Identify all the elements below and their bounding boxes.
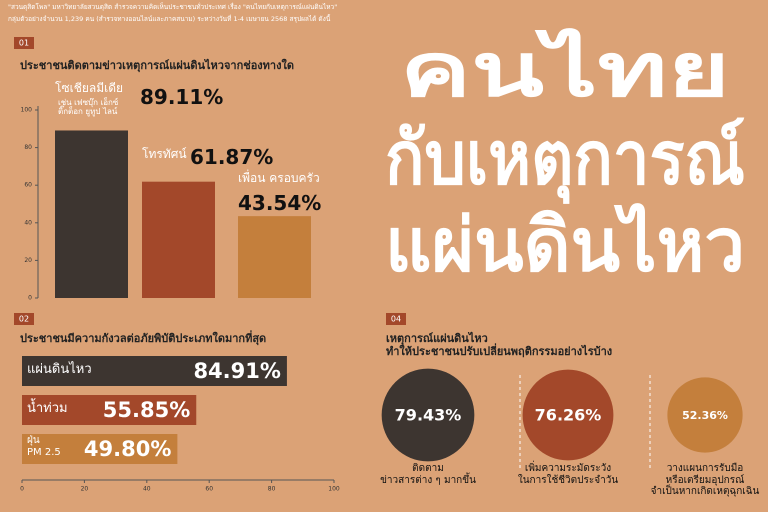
bar <box>22 395 197 425</box>
category-label: โซเชียลมีเดีย <box>55 81 124 95</box>
y-tick-label: 40 <box>24 219 32 226</box>
category-label: โทรทัศน์ <box>142 147 187 161</box>
x-tick-label: 80 <box>268 486 276 493</box>
bar <box>22 434 178 464</box>
category-label: น้ำท่วม <box>27 401 68 416</box>
x-tick-label: 40 <box>143 486 151 493</box>
header-line: "สวนดุสิตโพล" มหาวิทยาลัยสวนดุสิต สำรวจค… <box>8 3 338 11</box>
bar <box>142 181 215 298</box>
y-tick-label: 100 <box>21 107 33 114</box>
section-title: ประชาชนมีความกังวลต่อภัยพิบัติประเภทใดมา… <box>20 332 267 345</box>
bar <box>55 130 128 298</box>
value-label: 52.36% <box>682 409 728 422</box>
x-tick-label: 0 <box>20 486 24 493</box>
y-tick-label: 60 <box>24 182 32 189</box>
y-tick-label: 0 <box>28 295 32 302</box>
section-title: เหตุการณ์แผ่นดินไหว ทำให้ประชาชนปรับเปลี… <box>386 332 613 358</box>
category-label: เพื่อน ครอบครัว <box>238 171 320 185</box>
section-number: 04 <box>391 315 401 324</box>
section-number: 01 <box>19 39 29 48</box>
x-tick-label: 100 <box>328 486 340 493</box>
big-title: แผ่นดินไหว <box>385 202 745 289</box>
section-number: 02 <box>19 315 29 324</box>
section-badge <box>14 313 34 325</box>
x-tick-label: 60 <box>205 486 213 493</box>
section-badge <box>386 313 406 325</box>
bubble <box>667 377 743 453</box>
section-badge <box>14 37 34 49</box>
bar <box>238 216 311 298</box>
big-title: คนไทย <box>400 27 730 114</box>
value-label: 84.91% <box>193 359 280 383</box>
bubble <box>381 368 475 462</box>
value-label: 55.85% <box>103 398 190 422</box>
value-label: 43.54% <box>238 191 322 215</box>
y-tick-label: 80 <box>24 144 32 151</box>
category-label: ฝุ่น PM 2.5 <box>27 435 61 458</box>
value-label: 76.26% <box>535 406 602 425</box>
value-label: 79.43% <box>395 406 462 425</box>
category-label: แผ่นดินไหว <box>27 362 92 377</box>
bar <box>22 356 287 386</box>
header-line: กลุ่มตัวอย่างจำนวน 1,239 คน (สำรวจทางออน… <box>8 15 331 23</box>
category-label: เพิ่มความระมัดระวัง ในการใช้ชีวิตประจำวั… <box>517 463 619 486</box>
value-label: 49.80% <box>84 437 171 461</box>
big-title: กับเหตุการณ์ <box>385 116 745 205</box>
section-title: ประชาชนติดตามข่าวเหตุการณ์แผ่นดินไหวจากช… <box>20 59 294 72</box>
bubble <box>522 369 614 461</box>
value-label: 61.87% <box>190 145 274 169</box>
category-label: ติดตาม ข่าวสารต่าง ๆ มากขึ้น <box>380 463 476 486</box>
x-tick-label: 20 <box>81 486 89 493</box>
value-label: 89.11% <box>140 85 224 109</box>
y-tick-label: 20 <box>24 257 32 264</box>
category-label: วางแผนการรับมือ หรือเตรียมอุปกรณ์ จำเป็น… <box>650 463 760 497</box>
annotation: เช่น เฟซบุ๊ก เอ็กซ์ ติ๊กต็อก ยูทูป ไลน์ <box>58 98 119 117</box>
